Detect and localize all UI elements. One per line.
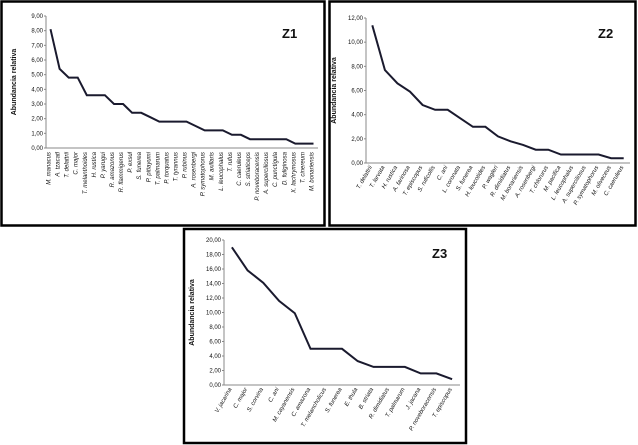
chart-title: Z1 [282,26,297,41]
y-tick-label: 18,00 [206,253,222,259]
x-tick-label: R. flammigerus [119,152,125,192]
x-tick-label: C. punctigula [273,151,279,187]
y-tick-label: 1,00 [31,131,43,137]
x-tick-label: T. tyrannus [173,152,179,181]
y-tick-label: 2,00 [351,137,363,143]
x-tick-label: P. rubinus [183,152,189,178]
x-tick-label: P. yarugui [101,151,107,178]
y-tick-label: 3,00 [31,102,43,108]
x-tick-label: P. pitiayumi [146,151,152,182]
y-tick-label: 14,00 [206,282,222,288]
x-tick-label: L. leucophalus [219,152,225,191]
y-axis-title: Abundancia relativa [189,279,196,346]
x-tick-label: A. superciliosus [264,152,270,195]
y-tick-label: 0,00 [31,146,43,152]
y-tick-label: 4,00 [351,113,363,119]
x-tick-label: A. rosenbergi [192,151,198,188]
y-tick-label: 2,00 [31,117,43,123]
x-tick-label: T. melanthoides [83,152,89,194]
panel-frame [328,0,637,227]
x-tick-label: M. manacus [47,152,53,185]
chart-title: Z3 [432,246,447,261]
y-tick-label: 6,00 [351,89,363,95]
y-axis-title: Abundancia relativa [11,49,18,116]
y-tick-label: 8,00 [351,64,363,70]
panel-frame [182,227,468,445]
x-tick-label: P. noveboracensis [255,152,261,201]
x-tick-label: S. corvina [247,386,266,413]
y-axis-title: Abundancia relativa [331,57,338,124]
data-line [231,246,453,381]
x-tick-label: S. funerea [137,151,143,179]
y-tick-label: 0,00 [351,161,363,167]
y-tick-label: 12,00 [206,296,222,302]
y-tick-label: 6,00 [31,58,43,64]
y-tick-label: 4,00 [209,354,221,360]
y-tick-label: 9,00 [31,14,43,20]
x-tick-label: M. axillaris [210,152,216,180]
x-tick-label: C. ani [268,386,281,403]
y-tick-label: 7,00 [31,43,43,49]
x-tick-label: T. delattrii [65,151,71,177]
x-tick-label: C. major [233,386,250,410]
x-tick-label: V. jacarina [214,386,233,414]
x-tick-label: T. rufus [228,152,234,172]
x-tick-label: T. palmarum [155,152,161,185]
data-line [371,25,624,160]
y-tick-label: 12,00 [348,16,364,22]
x-tick-label: P. exsul [128,151,134,172]
y-tick-label: 8,00 [31,29,43,35]
x-tick-label: X. lachrymosus [291,152,297,194]
y-tick-label: 6,00 [209,340,221,346]
x-tick-label: M. bonariensis [309,152,315,191]
x-tick-label: D. fuliginosa [282,151,288,185]
y-tick-label: 16,00 [206,267,222,273]
y-tick-label: 0,00 [209,383,221,389]
x-tick-label: C. major [74,151,80,175]
data-line [49,28,314,145]
y-tick-label: 20,00 [206,238,222,244]
y-tick-label: 8,00 [209,325,221,331]
y-tick-label: 10,00 [206,311,222,317]
y-tick-label: 10,00 [348,40,364,46]
panel-frame [0,0,326,227]
x-tick-label: B. striata [358,386,375,410]
y-tick-label: 5,00 [31,73,43,79]
x-tick-label: S. striaticeps [246,152,252,186]
y-tick-label: 2,00 [209,369,221,375]
x-tick-label: R. amazonus [110,152,116,187]
x-tick-label: A. tzacatl [56,151,62,177]
x-tick-label: E. thula [344,386,360,407]
x-tick-label: C. caeruleus [237,152,243,186]
chart-title: Z2 [598,26,613,41]
y-tick-label: 4,00 [31,87,43,93]
x-tick-label: P. torquatus [164,152,170,184]
x-tick-label: T. cinereum [300,152,306,183]
x-tick-label: H. rustica [92,151,98,177]
x-tick-label: P. symatophorus [201,152,207,196]
